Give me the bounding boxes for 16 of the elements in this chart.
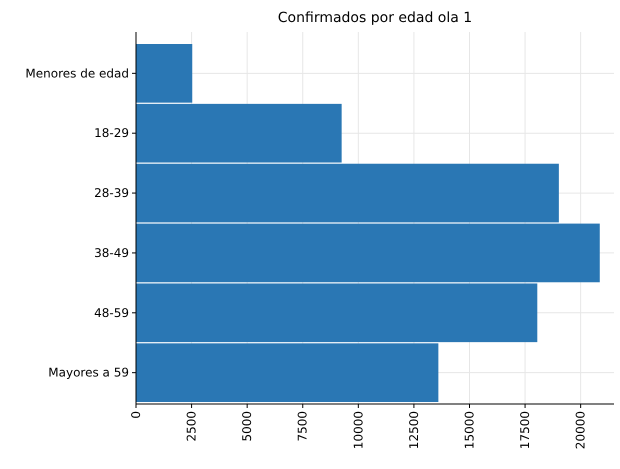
y-tick-label: 38-49 — [94, 246, 129, 260]
y-tick-label: Menores de edad — [25, 66, 129, 80]
x-tick-label: 12500 — [406, 411, 421, 450]
x-tick-label: 17500 — [518, 411, 532, 450]
y-tick-label: 28-39 — [94, 186, 129, 200]
x-tick-label: 15000 — [462, 411, 476, 450]
x-tick-label: 5000 — [240, 411, 254, 442]
x-tick-label: 0 — [129, 411, 143, 419]
x-tick-label: 2500 — [184, 411, 199, 442]
x-tick-label: 7500 — [296, 411, 310, 442]
x-tick-label: 10000 — [351, 411, 366, 450]
y-tick-label: Mayores a 59 — [48, 366, 129, 380]
chart-title: Confirmados por edad ola 1 — [278, 10, 472, 26]
y-tick-label: 48-59 — [94, 306, 129, 320]
y-tick-label: 18-29 — [94, 126, 129, 140]
x-tick-label: 20000 — [574, 411, 588, 450]
